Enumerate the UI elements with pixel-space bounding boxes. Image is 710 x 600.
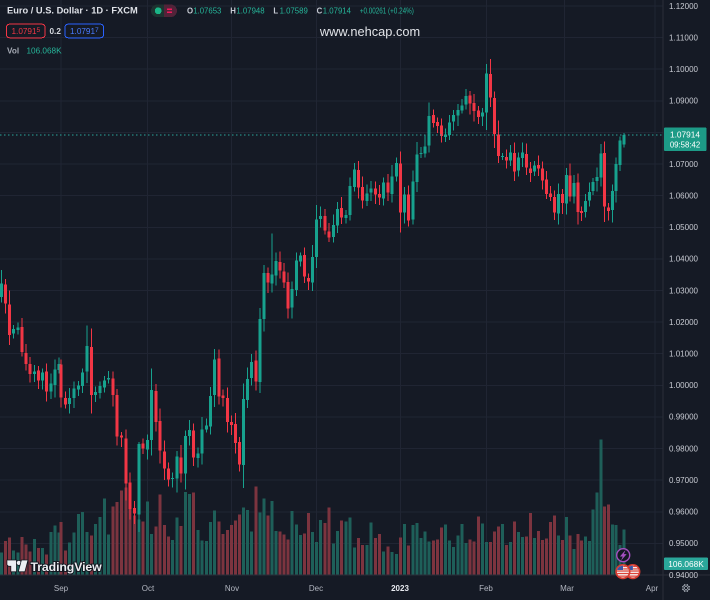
svg-text:Feb: Feb	[479, 584, 493, 593]
svg-text:1.05000: 1.05000	[669, 223, 699, 232]
svg-text:H: H	[230, 6, 236, 15]
svg-text:C: C	[317, 6, 323, 15]
svg-text:1.07914: 1.07914	[670, 129, 700, 139]
svg-text:0.94000: 0.94000	[669, 571, 699, 580]
svg-text:2023: 2023	[391, 584, 409, 593]
svg-text:1.06000: 1.06000	[669, 192, 699, 201]
svg-text:www.nehcap.com: www.nehcap.com	[319, 24, 420, 39]
svg-text:1.03000: 1.03000	[669, 286, 699, 295]
svg-text:0.2: 0.2	[50, 27, 62, 36]
svg-text:Oct: Oct	[142, 584, 155, 593]
svg-text:Vol: Vol	[7, 46, 19, 55]
svg-text:1.09000: 1.09000	[669, 97, 699, 106]
svg-text:0.95000: 0.95000	[669, 539, 699, 548]
svg-text:0.96000: 0.96000	[669, 508, 699, 517]
svg-text:1.07915: 1.07915	[12, 27, 41, 36]
svg-text:Euro / U.S. Dollar · 1D · FXCM: Euro / U.S. Dollar · 1D · FXCM	[7, 6, 138, 16]
svg-text:1.00000: 1.00000	[669, 381, 699, 390]
svg-text:1.04000: 1.04000	[669, 255, 699, 264]
svg-text:09:58:42: 09:58:42	[670, 140, 700, 149]
svg-text:1.01000: 1.01000	[669, 350, 699, 359]
svg-text:0.99000: 0.99000	[669, 413, 699, 422]
svg-text:1.11000: 1.11000	[669, 33, 699, 42]
svg-text:TradingView: TradingView	[31, 560, 103, 574]
svg-text:Sep: Sep	[54, 584, 69, 593]
svg-text:+0.00261 (+0.24%): +0.00261 (+0.24%)	[360, 6, 414, 15]
svg-text:1.07917: 1.07917	[70, 27, 99, 36]
svg-text:Apr: Apr	[646, 584, 659, 593]
svg-text:106.068K: 106.068K	[668, 559, 704, 569]
svg-text:1.02000: 1.02000	[669, 318, 699, 327]
svg-text:1.10000: 1.10000	[669, 65, 699, 74]
svg-text:0.97000: 0.97000	[669, 476, 699, 485]
svg-text:0.98000: 0.98000	[669, 444, 699, 453]
svg-text:Nov: Nov	[225, 584, 239, 593]
svg-text:1.07948: 1.07948	[236, 6, 264, 15]
svg-text:1.07653: 1.07653	[193, 6, 221, 15]
svg-text:Dec: Dec	[309, 584, 323, 593]
svg-text:O: O	[187, 6, 193, 15]
svg-text:1.07914: 1.07914	[323, 6, 352, 15]
svg-text:1.07589: 1.07589	[280, 6, 308, 15]
svg-text:L: L	[273, 6, 278, 15]
svg-text:1.07000: 1.07000	[669, 160, 699, 169]
svg-text:106.068K: 106.068K	[27, 46, 63, 55]
svg-text:1.12000: 1.12000	[669, 2, 699, 11]
svg-text:Mar: Mar	[560, 584, 574, 593]
